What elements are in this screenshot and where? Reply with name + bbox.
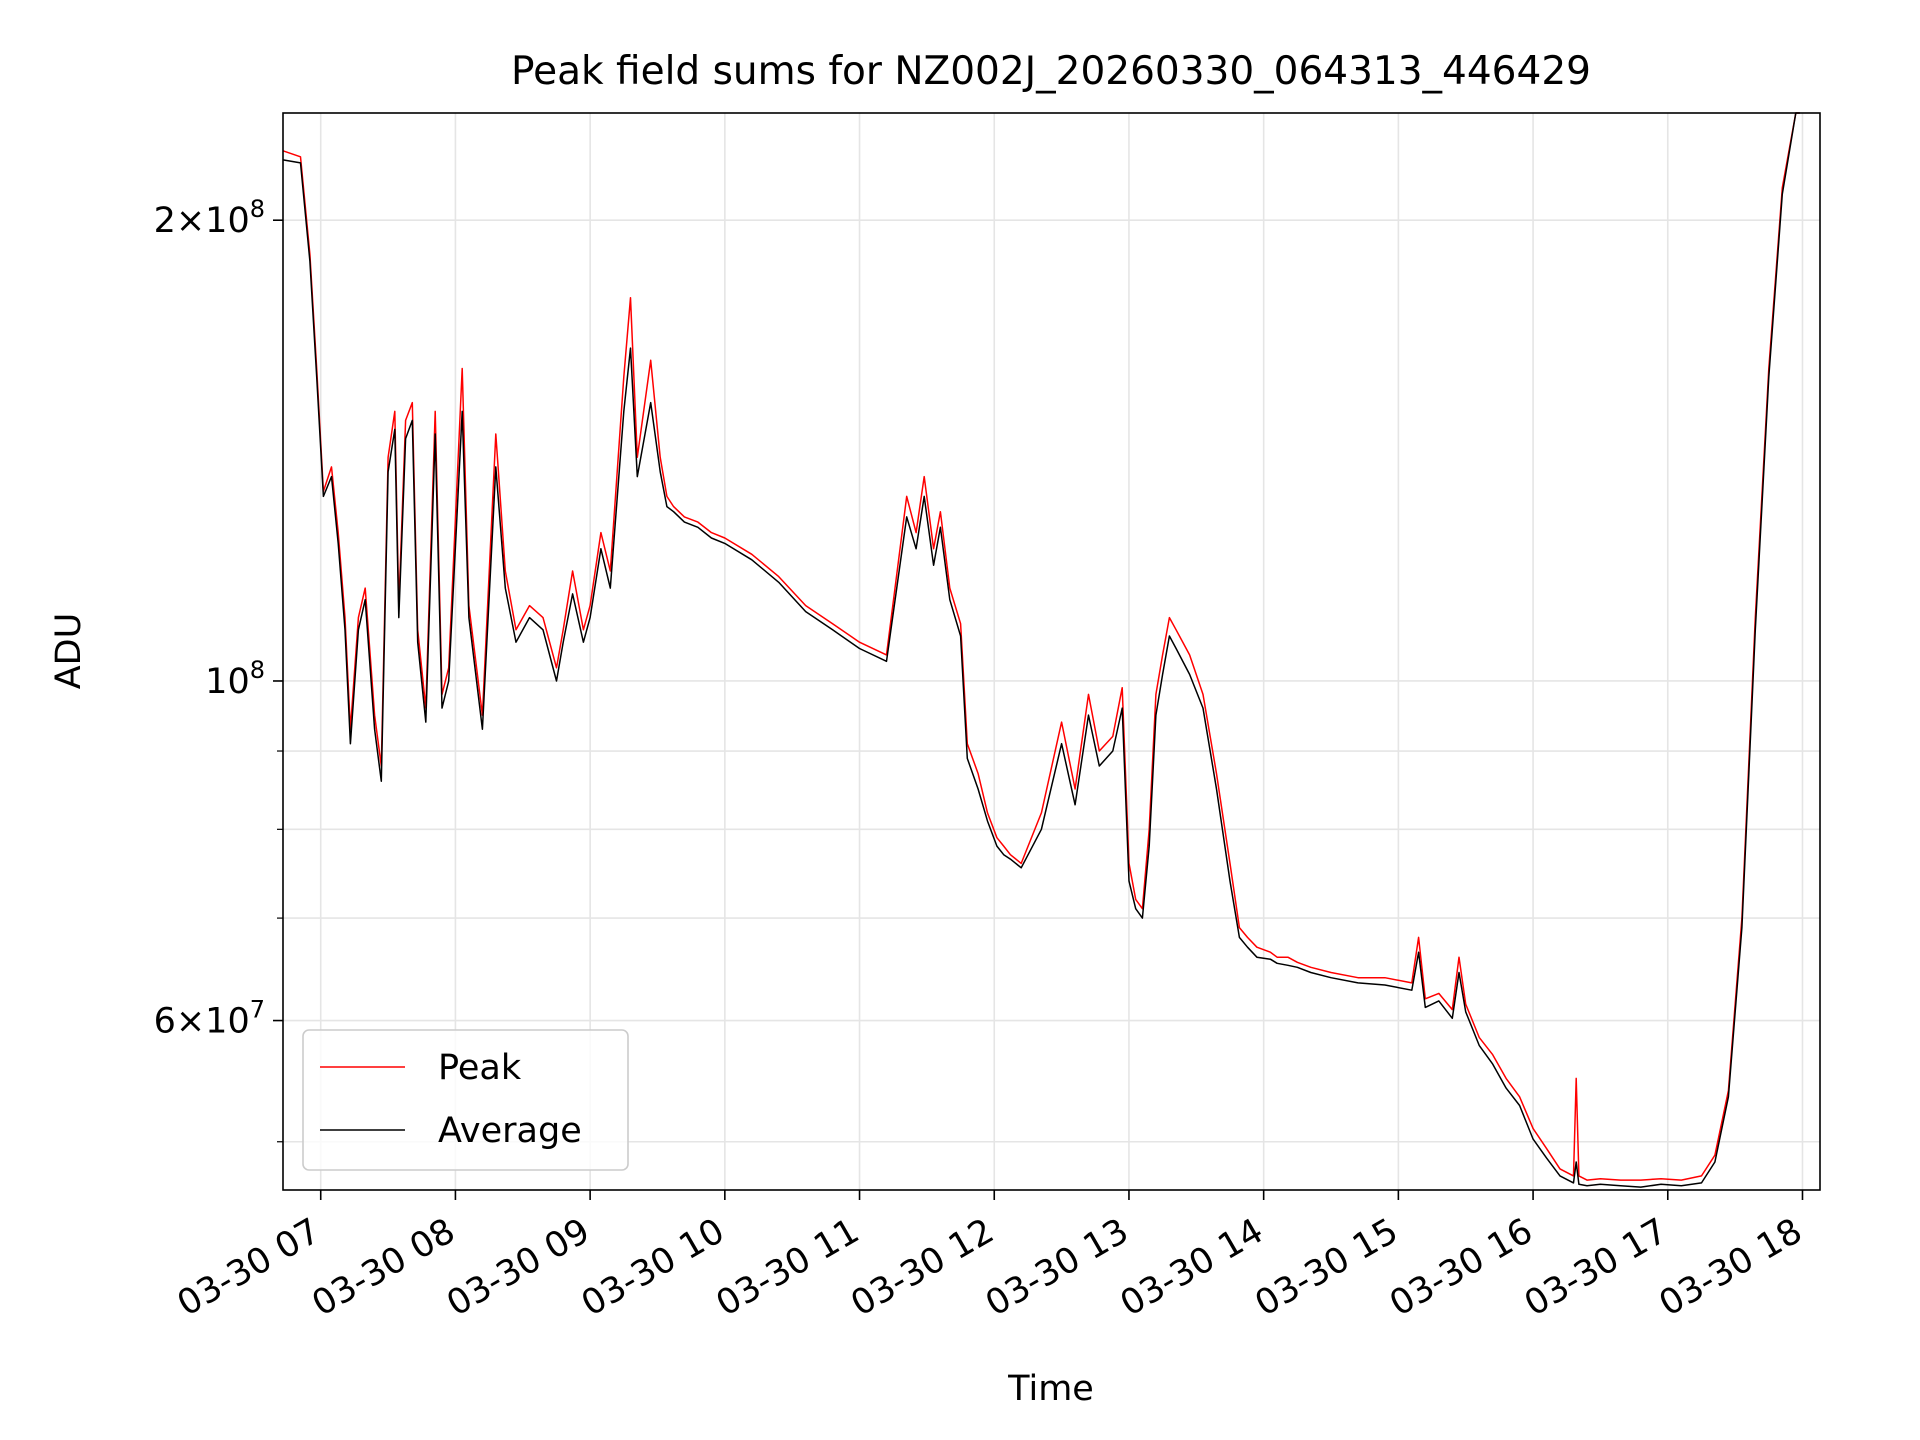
legend-box xyxy=(302,1029,629,1171)
y-axis-label: ADU xyxy=(49,613,89,690)
series-line-peak xyxy=(282,112,1800,1181)
y-axis: 6×107 108 2×108 xyxy=(154,195,283,1143)
legend-label-average: Average xyxy=(438,1111,582,1151)
legend: Peak Average xyxy=(302,1029,629,1171)
y-tick-label: 108 xyxy=(205,656,265,702)
y-tick-label: 6×107 xyxy=(154,996,265,1042)
x-axis-label: Time xyxy=(1007,1369,1094,1409)
series-layer xyxy=(282,112,1800,1188)
plot-frame xyxy=(282,112,1821,1191)
legend-label-peak: Peak xyxy=(438,1048,522,1088)
y-tick-label: 2×108 xyxy=(154,195,265,241)
grid xyxy=(283,113,1820,1190)
series-line-average xyxy=(282,112,1800,1188)
chart-title: Peak field sums for NZ002J_20260330_0643… xyxy=(511,49,1591,94)
